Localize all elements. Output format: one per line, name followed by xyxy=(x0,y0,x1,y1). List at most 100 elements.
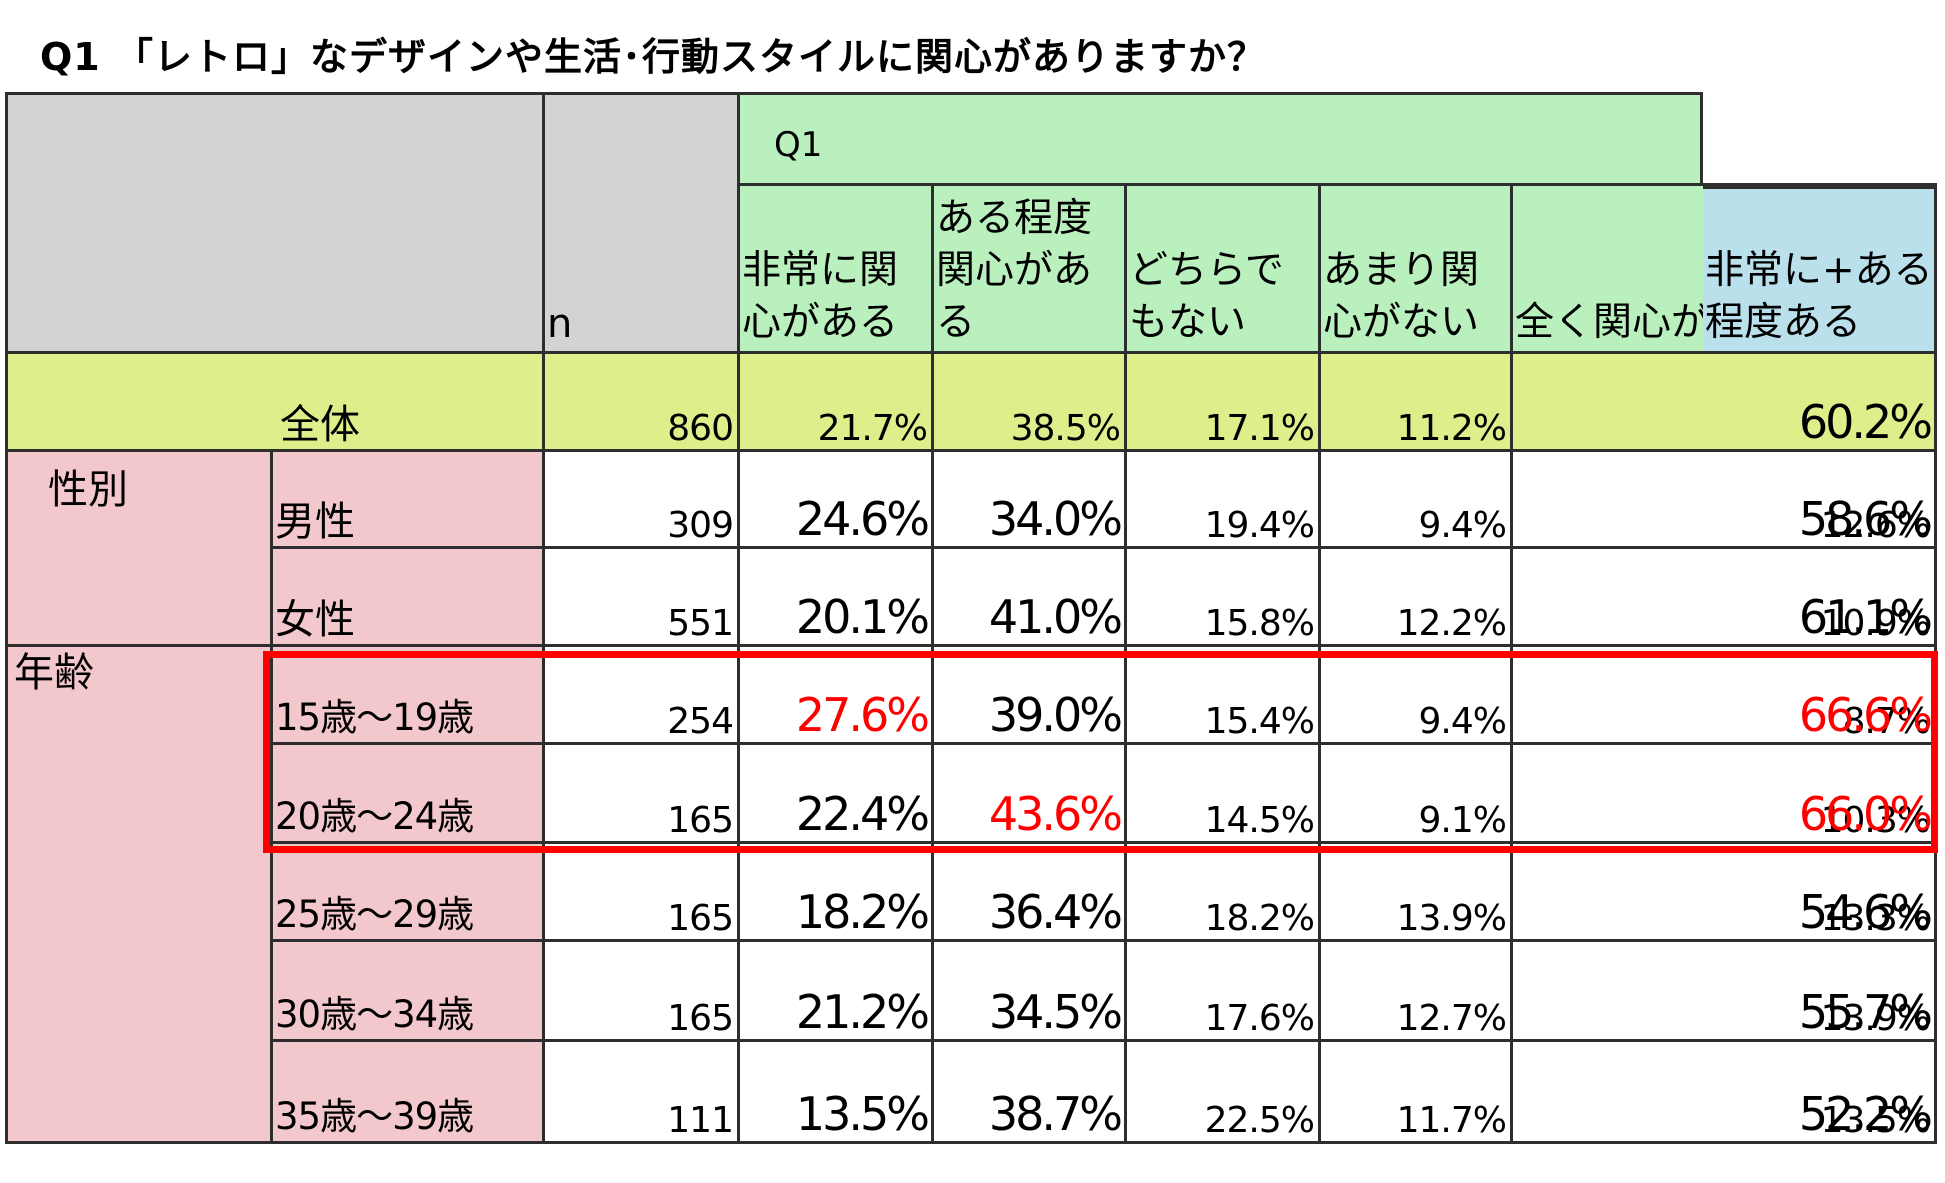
value-cell: 21.2% xyxy=(740,942,934,1042)
header-n: n xyxy=(545,92,740,354)
row-label: 20歳～24歳 xyxy=(275,795,474,838)
value-cell: 34.5% xyxy=(934,942,1127,1042)
header-n-label: n xyxy=(547,301,573,347)
value: 9.1% xyxy=(1418,800,1507,841)
value-cell: 20.1% xyxy=(740,549,934,647)
value: 21.7% xyxy=(817,408,928,449)
summary-cell: 61.1% xyxy=(1703,549,1937,647)
results-table: n Q1 非常に関心がある ある程度関心がある どちらでもない あまり関心がない 全く関心が… xyxy=(5,92,1937,1144)
value: 34.5% xyxy=(988,985,1123,1039)
summary-value: 61.1% xyxy=(1798,590,1933,644)
value: 19.4% xyxy=(1204,505,1315,546)
summary-value: 52.2% xyxy=(1798,1087,1933,1141)
summary-value: 66.0% xyxy=(1798,787,1933,841)
row-label: 35歳～39歳 xyxy=(275,1095,474,1138)
n-cell: 111 xyxy=(545,1042,740,1144)
row-label-cell: 全体 xyxy=(5,354,545,452)
summary-value: 66.6% xyxy=(1798,688,1933,742)
summary-value: 60.2% xyxy=(1798,395,1933,449)
header-blank xyxy=(1703,92,1937,186)
value-cell: 41.0% xyxy=(934,549,1127,647)
value-cell: 11.7% xyxy=(1321,1042,1513,1144)
value-cell: 27.6% xyxy=(740,647,934,745)
value-cell: 38.5% xyxy=(934,354,1127,452)
row-label: 30歳～34歳 xyxy=(275,993,474,1036)
row-label-cell: 20歳～24歳 xyxy=(273,745,545,844)
value: 15.8% xyxy=(1204,603,1315,644)
value-cell: 38.7% xyxy=(934,1042,1127,1144)
row-label-cell: 25歳～29歳 xyxy=(273,844,545,942)
summary-cell: 66.6% xyxy=(1703,647,1937,745)
n-cell: 165 xyxy=(545,942,740,1042)
value-cell: 19.4% xyxy=(1127,452,1321,549)
n-cell: 860 xyxy=(545,354,740,452)
n-value: 860 xyxy=(667,408,734,449)
value-cell: 13.9% xyxy=(1321,844,1513,942)
summary-cell: 54.6% xyxy=(1703,844,1937,942)
n-value: 254 xyxy=(667,701,734,742)
row-label-cell: 女性 xyxy=(273,549,545,647)
value: 9.4% xyxy=(1418,505,1507,546)
n-cell: 309 xyxy=(545,452,740,549)
summary-value: 54.6% xyxy=(1798,885,1933,939)
value-cell: 12.7% xyxy=(1321,942,1513,1042)
value-cell: 22.5% xyxy=(1127,1042,1321,1144)
group-label: 性別 xyxy=(48,467,128,513)
n-cell: 165 xyxy=(545,745,740,844)
value-cell: 39.0% xyxy=(934,647,1127,745)
row-label: 女性 xyxy=(275,597,355,643)
value: 13.9% xyxy=(1820,998,1931,1039)
group-label-cell: 性別 xyxy=(5,452,273,647)
value: 12.6% xyxy=(1820,505,1931,546)
value-cell: 15.8% xyxy=(1127,549,1321,647)
header-q1-label: Q1 xyxy=(774,125,823,165)
header-q1-group: Q1 xyxy=(740,92,1703,186)
value: 10.9% xyxy=(1820,603,1931,644)
group-label-cell: 年齢 xyxy=(5,647,273,1144)
header-col-1: ある程度関心がある xyxy=(934,186,1127,354)
value-cell: 22.4% xyxy=(740,745,934,844)
value: 38.7% xyxy=(988,1087,1123,1141)
value: 41.0% xyxy=(988,590,1123,644)
value-cell: 9.1% xyxy=(1321,745,1513,844)
value-cell: 21.7% xyxy=(740,354,934,452)
value-cell: 14.5% xyxy=(1127,745,1321,844)
row-label-cell: 男性 xyxy=(273,452,545,549)
header-col-label: ある程度関心がある xyxy=(936,196,1093,345)
value: 27.6% xyxy=(795,688,930,742)
n-cell: 551 xyxy=(545,549,740,647)
value-cell: 12.2% xyxy=(1321,549,1513,647)
n-value: 165 xyxy=(667,800,734,841)
value: 22.5% xyxy=(1204,1100,1315,1141)
value: 38.5% xyxy=(1010,408,1121,449)
value-cell: 9.4% xyxy=(1321,452,1513,549)
value-cell: 11.2% xyxy=(1321,354,1513,452)
header-corner xyxy=(5,92,545,354)
value: 21.2% xyxy=(795,985,930,1039)
header-col-3: あまり関心がない xyxy=(1321,186,1513,354)
value: 13.5% xyxy=(795,1087,930,1141)
value-cell: 15.4% xyxy=(1127,647,1321,745)
summary-cell: 66.0% xyxy=(1703,745,1937,844)
value: 12.7% xyxy=(1396,998,1507,1039)
value: 22.4% xyxy=(795,787,930,841)
row-label: 15歳～19歳 xyxy=(275,696,474,739)
value: 11.2% xyxy=(1396,408,1507,449)
header-col-0: 非常に関心がある xyxy=(740,186,934,354)
header-col-label: 非常に関心がある xyxy=(742,248,899,345)
n-cell: 254 xyxy=(545,647,740,745)
value-cell: 24.6% xyxy=(740,452,934,549)
row-label-cell: 35歳～39歳 xyxy=(273,1042,545,1144)
value: 43.6% xyxy=(988,787,1123,841)
header-col-label: あまり関心がない xyxy=(1323,248,1480,345)
value: 10.3% xyxy=(1820,800,1931,841)
value-cell: 43.6% xyxy=(934,745,1127,844)
summary-cell: 58.6% xyxy=(1703,452,1937,549)
n-value: 111 xyxy=(667,1100,734,1141)
value-cell: 18.2% xyxy=(1127,844,1321,942)
value: 17.1% xyxy=(1204,408,1315,449)
value: 14.5% xyxy=(1204,800,1315,841)
value: 8.7% xyxy=(1842,701,1931,742)
header-col-label: どちらでもない xyxy=(1129,248,1284,345)
row-label-cell: 30歳～34歳 xyxy=(273,942,545,1042)
